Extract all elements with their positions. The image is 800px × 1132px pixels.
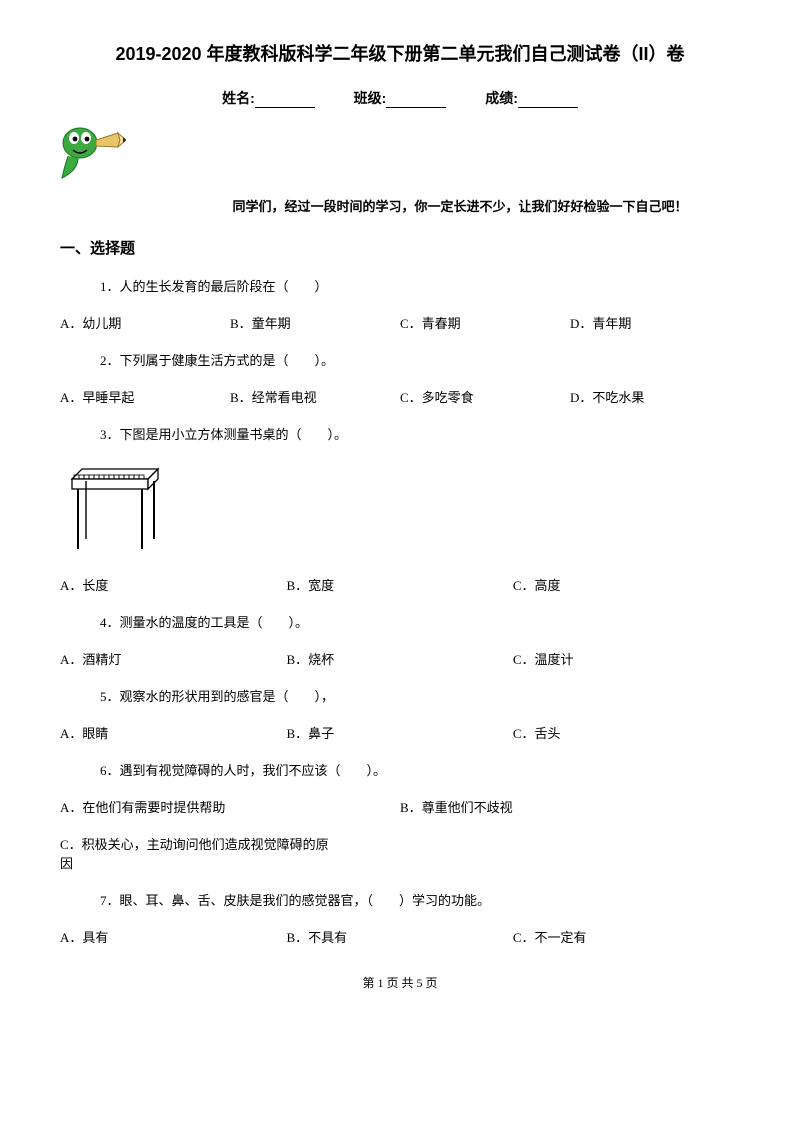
q1-options: A．幼儿期 B．童年期 C．青春期 D．青年期 [60, 313, 740, 332]
page-footer: 第 1 页 共 5 页 [60, 974, 740, 991]
q3-opt-a[interactable]: A．长度 [60, 575, 286, 594]
q1-text: 1．人的生长发育的最后阶段在（ ） [100, 276, 740, 295]
q2-opt-b[interactable]: B．经常看电视 [230, 387, 400, 406]
score-label: 成绩: [485, 90, 518, 106]
pencil-icon [60, 126, 740, 186]
q2-opt-a[interactable]: A．早睡早起 [60, 387, 230, 406]
q1-opt-a[interactable]: A．幼儿期 [60, 313, 230, 332]
score-blank[interactable] [518, 107, 578, 108]
section-1-head: 一、选择题 [60, 237, 740, 258]
page-title: 2019-2020 年度教科版科学二年级下册第二单元我们自己测试卷（II）卷 [60, 40, 740, 66]
page-container: 2019-2020 年度教科版科学二年级下册第二单元我们自己测试卷（II）卷 姓… [0, 0, 800, 1021]
q7-opt-a[interactable]: A．具有 [60, 927, 286, 946]
q5-opt-b[interactable]: B．鼻子 [286, 723, 512, 742]
q6-options-row1: A．在他们有需要时提供帮助 B．尊重他们不歧视 [60, 797, 740, 816]
q7-opt-b[interactable]: B．不具有 [286, 927, 512, 946]
q3-text: 3．下图是用小立方体测量书桌的（ ）。 [100, 424, 740, 443]
q2-opt-c[interactable]: C．多吃零食 [400, 387, 570, 406]
q3-opt-c[interactable]: C．高度 [513, 575, 739, 594]
q4-opt-c[interactable]: C．温度计 [513, 649, 739, 668]
q5-opt-a[interactable]: A．眼睛 [60, 723, 286, 742]
q4-opt-b[interactable]: B．烧杯 [286, 649, 512, 668]
q6-text: 6．遇到有视觉障碍的人时，我们不应该（ ）。 [100, 760, 740, 779]
q4-opt-a[interactable]: A．酒精灯 [60, 649, 286, 668]
name-label: 姓名: [222, 90, 255, 106]
q1-opt-d[interactable]: D．青年期 [570, 313, 740, 332]
desk-image [60, 461, 740, 561]
q4-text: 4．测量水的温度的工具是（ ）。 [100, 612, 740, 631]
q4-options: A．酒精灯 B．烧杯 C．温度计 [60, 649, 740, 668]
q1-opt-c[interactable]: C．青春期 [400, 313, 570, 332]
q6-opt-b[interactable]: B．尊重他们不歧视 [400, 797, 740, 816]
q6-options-row2: C．积极关心，主动询问他们造成视觉障碍的原因 [60, 834, 740, 872]
q2-opt-d[interactable]: D．不吃水果 [570, 387, 740, 406]
name-blank[interactable] [255, 107, 315, 108]
encourage-text: 同学们，经过一段时间的学习，你一定长进不少，让我们好好检验一下自己吧！ [180, 196, 740, 215]
info-line: 姓名: 班级: 成绩: [60, 88, 740, 108]
q6-opt-a[interactable]: A．在他们有需要时提供帮助 [60, 797, 400, 816]
q7-opt-c[interactable]: C．不一定有 [513, 927, 739, 946]
q3-opt-b[interactable]: B．宽度 [286, 575, 512, 594]
class-label: 班级: [354, 90, 387, 106]
class-blank[interactable] [386, 107, 446, 108]
q2-options: A．早睡早起 B．经常看电视 C．多吃零食 D．不吃水果 [60, 387, 740, 406]
q2-text: 2．下列属于健康生活方式的是（ ）。 [100, 350, 740, 369]
q1-opt-b[interactable]: B．童年期 [230, 313, 400, 332]
q3-options: A．长度 B．宽度 C．高度 [60, 575, 740, 594]
q5-text: 5．观察水的形状用到的感官是（ ）， [100, 686, 740, 705]
q5-options: A．眼睛 B．鼻子 C．舌头 [60, 723, 740, 742]
q7-options: A．具有 B．不具有 C．不一定有 [60, 927, 740, 946]
q7-text: 7．眼、耳、鼻、舌、皮肤是我们的感觉器官，（ ）学习的功能。 [100, 890, 740, 909]
q5-opt-c[interactable]: C．舌头 [513, 723, 739, 742]
q6-opt-c[interactable]: C．积极关心，主动询问他们造成视觉障碍的原因 [60, 834, 346, 872]
